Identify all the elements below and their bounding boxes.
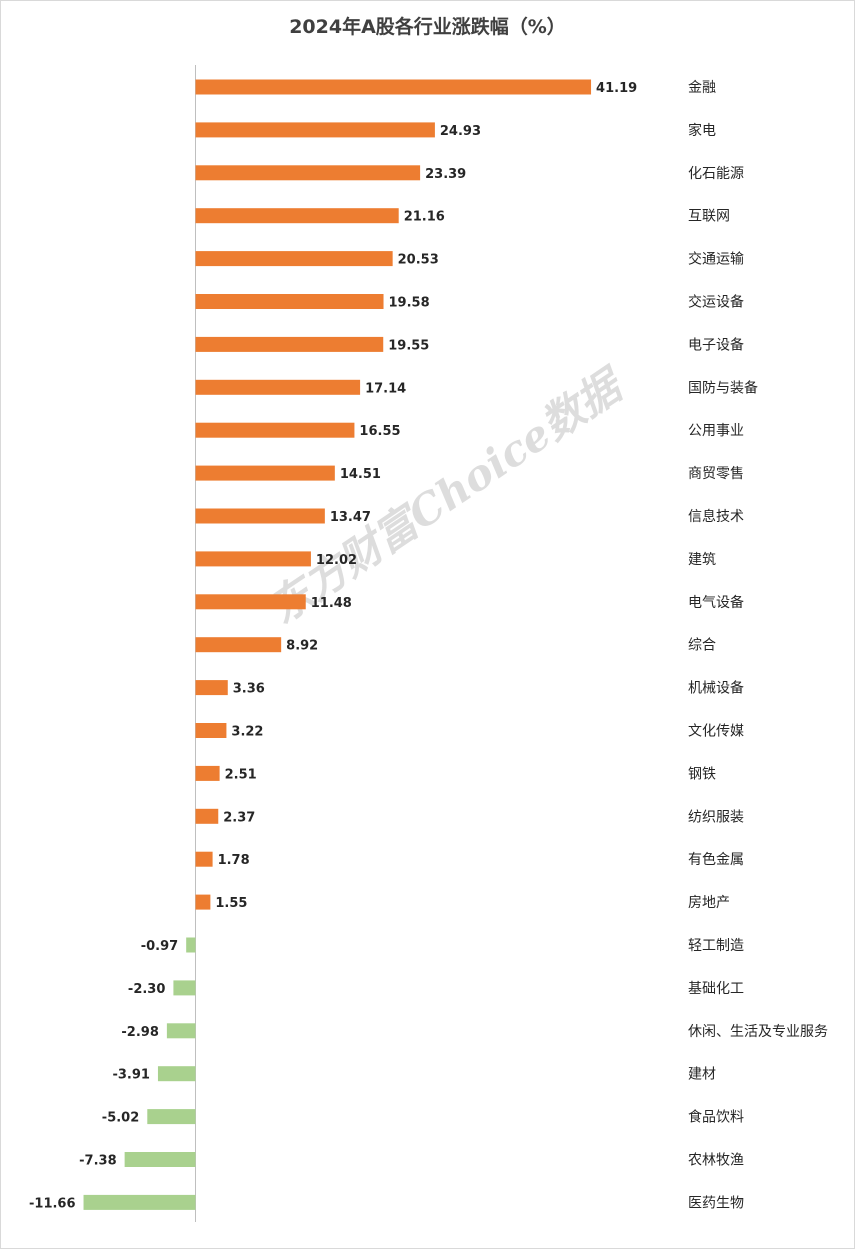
category-label: 基础化工 <box>688 980 744 997</box>
data-label: 11.48 <box>311 596 352 611</box>
bar <box>195 465 335 481</box>
category-label: 信息技术 <box>688 508 744 525</box>
category-label: 电子设备 <box>688 336 744 353</box>
data-label: 41.19 <box>596 81 637 96</box>
category-label: 金融 <box>688 80 716 96</box>
bar <box>195 165 421 181</box>
category-label: 食品饮料 <box>688 1109 744 1126</box>
data-label: 17.14 <box>365 381 406 396</box>
category-label: 有色金属 <box>688 851 744 868</box>
data-label: -3.91 <box>112 1068 149 1083</box>
category-label: 休闲、生活及专业服务 <box>688 1024 828 1040</box>
data-label: 12.02 <box>316 553 357 568</box>
bar <box>195 637 282 653</box>
bar <box>195 594 306 610</box>
category-label: 医药生物 <box>688 1195 744 1211</box>
data-label: 20.53 <box>398 253 439 268</box>
bar <box>157 1066 196 1082</box>
bar <box>83 1194 196 1210</box>
category-label: 国防与装备 <box>688 379 758 396</box>
bar <box>173 980 196 996</box>
bar <box>195 79 592 95</box>
bar <box>124 1152 196 1167</box>
data-label: -5.02 <box>102 1111 139 1126</box>
data-label: 3.22 <box>231 725 263 740</box>
bar <box>195 765 220 781</box>
data-label: 1.55 <box>215 896 247 911</box>
bar <box>195 894 211 910</box>
category-label: 轻工制造 <box>688 938 744 954</box>
bar <box>195 551 311 567</box>
data-label: 13.47 <box>330 510 371 525</box>
category-label: 综合 <box>688 638 716 654</box>
category-label: 机械设备 <box>688 680 744 697</box>
category-label: 家电 <box>688 122 716 139</box>
bar <box>195 723 227 738</box>
category-label: 公用事业 <box>688 423 744 439</box>
bar <box>195 208 399 224</box>
data-label: 24.93 <box>440 124 481 139</box>
bar <box>147 1109 196 1125</box>
data-label: 14.51 <box>340 467 381 482</box>
bar <box>166 1023 196 1039</box>
data-label: 2.51 <box>225 767 257 782</box>
bar <box>195 251 393 267</box>
bar <box>195 336 384 352</box>
bar <box>195 422 355 438</box>
bar <box>195 379 361 395</box>
category-label: 纺织服装 <box>688 809 744 825</box>
data-label: -2.30 <box>128 982 165 997</box>
category-label: 商贸零售 <box>688 466 744 482</box>
data-label: 19.58 <box>389 296 430 311</box>
category-label: 房地产 <box>688 895 730 911</box>
category-label: 建筑 <box>688 552 716 568</box>
category-label: 农林牧渔 <box>688 1153 744 1169</box>
bar <box>195 680 228 696</box>
data-label: -2.98 <box>121 1025 158 1040</box>
data-label: 19.55 <box>388 338 429 353</box>
bar <box>195 508 325 524</box>
data-label: -7.38 <box>79 1154 116 1169</box>
bar <box>195 851 213 867</box>
bar <box>195 808 219 824</box>
category-label: 交通运输 <box>688 251 744 268</box>
bar <box>195 294 384 309</box>
category-label: 文化传媒 <box>688 724 744 740</box>
category-label: 交运设备 <box>688 294 744 311</box>
category-label: 钢铁 <box>688 766 716 782</box>
data-label: -0.97 <box>141 939 178 954</box>
data-label: 21.16 <box>404 210 445 225</box>
category-label: 互联网 <box>688 209 730 225</box>
chart-title: 2024年A股各行业涨跌幅（%） <box>289 16 566 38</box>
data-label: 8.92 <box>286 639 318 654</box>
data-label: 1.78 <box>218 853 250 868</box>
data-label: -11.66 <box>29 1196 76 1211</box>
data-label: 2.37 <box>223 810 255 825</box>
category-label: 化石能源 <box>688 166 744 182</box>
bar <box>186 937 196 953</box>
bar <box>195 122 435 138</box>
category-label: 电气设备 <box>688 594 744 611</box>
data-label: 23.39 <box>425 167 466 182</box>
data-label: 16.55 <box>359 424 400 439</box>
category-label: 建材 <box>688 1067 716 1083</box>
data-label: 3.36 <box>233 682 265 697</box>
